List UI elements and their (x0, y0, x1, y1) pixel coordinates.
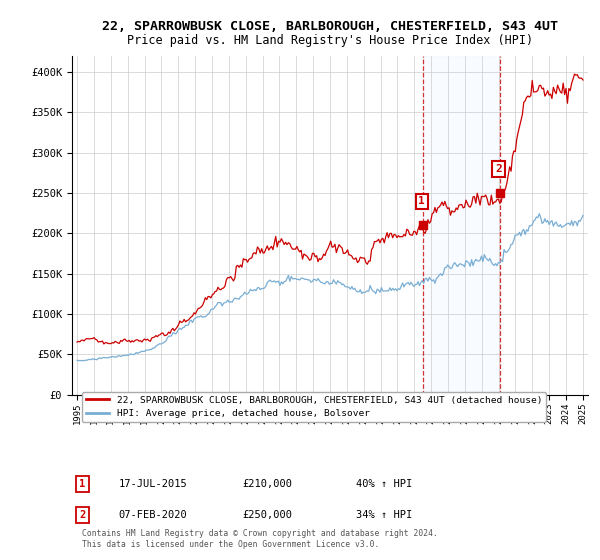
Text: 2: 2 (495, 164, 502, 174)
Text: £250,000: £250,000 (242, 510, 292, 520)
Text: 34% ↑ HPI: 34% ↑ HPI (356, 510, 412, 520)
Text: 1: 1 (79, 479, 85, 489)
Text: 07-FEB-2020: 07-FEB-2020 (118, 510, 187, 520)
Text: Contains HM Land Registry data © Crown copyright and database right 2024.
This d: Contains HM Land Registry data © Crown c… (82, 529, 438, 549)
Legend: 22, SPARROWBUSK CLOSE, BARLBOROUGH, CHESTERFIELD, S43 4UT (detached house), HPI:: 22, SPARROWBUSK CLOSE, BARLBOROUGH, CHES… (82, 392, 546, 422)
Text: 17-JUL-2015: 17-JUL-2015 (118, 479, 187, 489)
Text: Price paid vs. HM Land Registry's House Price Index (HPI): Price paid vs. HM Land Registry's House … (127, 34, 533, 46)
Text: 40% ↑ HPI: 40% ↑ HPI (356, 479, 412, 489)
Text: 2: 2 (79, 510, 85, 520)
Text: £210,000: £210,000 (242, 479, 292, 489)
Text: 22, SPARROWBUSK CLOSE, BARLBOROUGH, CHESTERFIELD, S43 4UT: 22, SPARROWBUSK CLOSE, BARLBOROUGH, CHES… (102, 20, 558, 32)
Text: 1: 1 (418, 197, 425, 207)
Bar (424, 56, 500, 395)
